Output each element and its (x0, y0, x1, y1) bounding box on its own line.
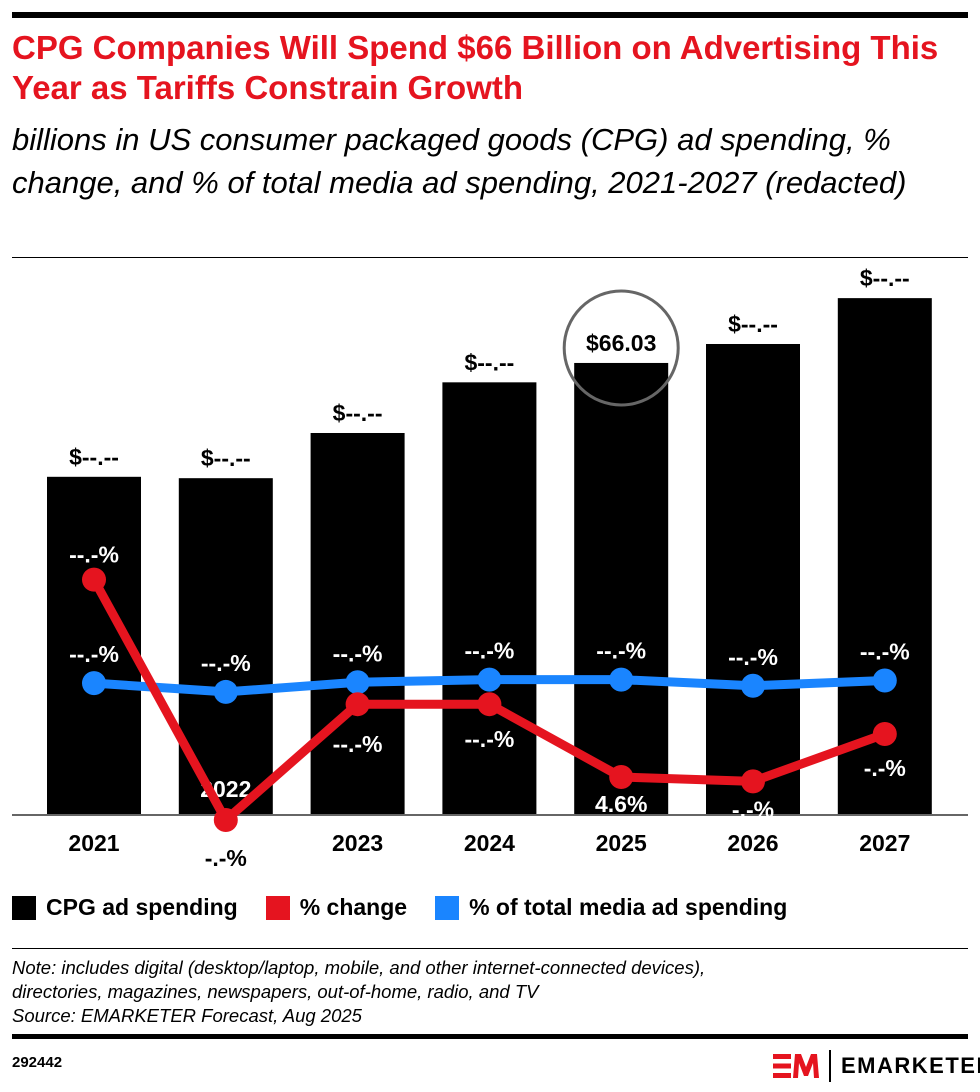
share-point (345, 670, 370, 695)
change-point (213, 807, 238, 832)
share-point (213, 679, 238, 704)
legend-item-spending: CPG ad spending (12, 894, 238, 921)
share-point (609, 667, 634, 692)
bar-label-2021: $--.-- (69, 444, 119, 470)
change-label: --.-% (69, 542, 119, 568)
share-label: --.-% (333, 640, 383, 666)
legend-swatch (12, 895, 36, 920)
x-tick-label: 2026 (727, 830, 778, 856)
note: Note: includes digital (desktop/laptop, … (12, 956, 705, 1028)
change-point (82, 567, 106, 592)
divider (12, 948, 968, 949)
change-label: --.-% (464, 726, 514, 752)
bar-label-2025: $66.03 (586, 330, 656, 356)
share-point (872, 668, 897, 693)
change-label: -.-% (205, 845, 247, 871)
bar-label-2023: $--.-- (333, 400, 383, 426)
change-label: 4.6% (595, 791, 647, 817)
chart: $--.-- $--.-- $--.-- $--.-- $66.03 $--.-- $--.… (12, 265, 968, 871)
bar-label-2022: $--.-- (201, 445, 251, 471)
note-line: directories, magazines, newspapers, out-… (12, 981, 539, 1002)
x-tick-label: 2021 (68, 830, 119, 856)
share-label: --.-% (728, 644, 778, 670)
chart-id: 292442 (12, 1054, 63, 1071)
legend-label: CPG ad spending (46, 894, 238, 920)
bottom-rule (12, 1034, 968, 1039)
change-label: --.-% (333, 731, 383, 757)
bar-2024 (442, 382, 537, 815)
change-point (741, 769, 765, 794)
legend-item-share: % of total media ad spending (435, 894, 787, 921)
em-logo-icon (773, 1054, 819, 1078)
change-point (345, 692, 370, 717)
share-label: --.-% (860, 639, 910, 665)
chart-title: CPG Companies Will Spend $66 Billion on … (12, 29, 939, 106)
legend-swatch (265, 895, 290, 920)
bar-label-2026: $--.-- (728, 311, 778, 337)
brand-name: EMARKETER (841, 1053, 980, 1078)
x-tick-label: 2025 (596, 830, 647, 856)
x-tick-label: 2027 (859, 830, 910, 856)
share-point (477, 667, 502, 692)
share-point (82, 671, 106, 696)
x-tick-label: 2024 (464, 830, 515, 856)
top-rule (12, 12, 968, 18)
legend-label: % change (299, 894, 408, 920)
change-point (477, 692, 502, 717)
bar-2023 (310, 432, 405, 815)
legend-item-change: % change (265, 894, 408, 921)
logo-divider (829, 1050, 831, 1082)
source-line: Source: EMARKETER Forecast, Aug 2025 (12, 1005, 362, 1026)
bar-label-2024: $--.-- (464, 349, 514, 375)
bar-label-2027: $--.-- (860, 265, 910, 291)
change-label: -.-% (864, 755, 906, 781)
x-tick-label: 2023 (332, 830, 383, 856)
emarketer-logo: EMARKETER (773, 1050, 980, 1082)
share-label: --.-% (201, 650, 251, 676)
chart-subtitle: billions in US consumer packaged goods (… (12, 122, 907, 200)
share-point (741, 673, 765, 698)
bar-2025 (574, 362, 669, 815)
share-label: --.-% (69, 641, 119, 667)
bar-2026 (706, 343, 800, 815)
legend-label: % of total media ad spending (469, 894, 788, 920)
change-label: -.-% (732, 796, 774, 822)
share-label: --.-% (464, 638, 514, 664)
note-line: Note: includes digital (desktop/laptop, … (12, 957, 706, 978)
share-label: --.-% (596, 638, 646, 664)
change-point (609, 765, 634, 789)
legend: CPG ad spending % change % of total medi… (12, 894, 787, 921)
divider (12, 257, 968, 258)
highlight-circle (562, 289, 680, 407)
change-point (872, 722, 897, 747)
legend-swatch (435, 895, 460, 920)
